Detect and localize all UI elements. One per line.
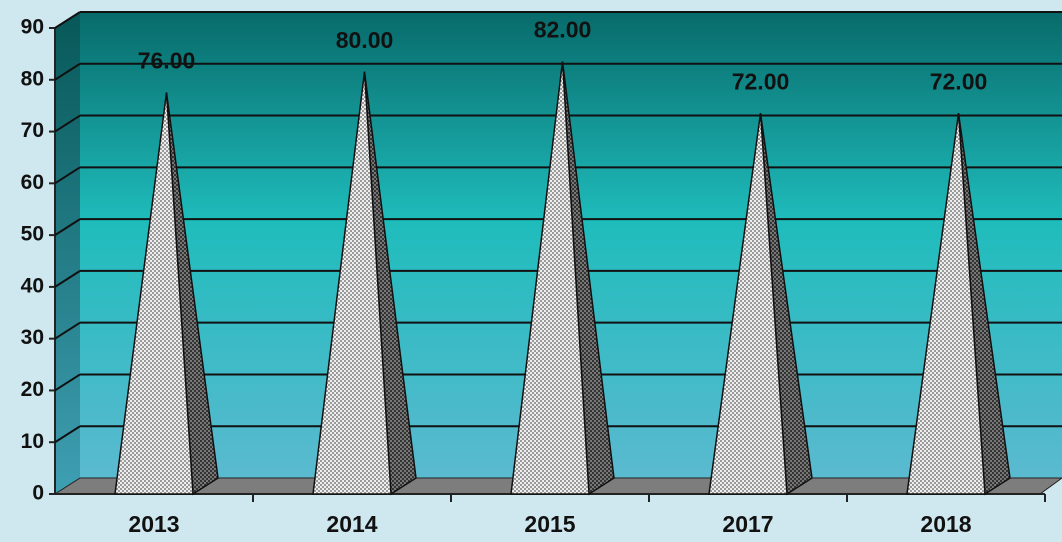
pyramid	[510, 61, 590, 495]
x-tick-label: 2017	[722, 511, 773, 537]
y-tick-label: 30	[21, 326, 44, 349]
y-tick-label: 50	[21, 223, 44, 246]
data-label: 80.00	[336, 27, 394, 53]
pyramid	[906, 113, 986, 495]
data-label: 76.00	[138, 48, 196, 74]
x-tick-label: 2014	[326, 511, 377, 537]
grid-line	[54, 62, 81, 81]
grid-line	[54, 425, 81, 444]
x-tick-label: 2015	[524, 511, 575, 537]
pyramid	[114, 92, 194, 495]
y-tick-label: 60	[21, 171, 44, 194]
side-wall	[55, 12, 80, 494]
grid-line	[54, 270, 81, 288]
y-tick-label: 20	[21, 378, 44, 401]
y-tick-label: 70	[21, 119, 44, 142]
y-tick-label: 40	[21, 274, 44, 297]
data-label: 82.00	[534, 17, 592, 43]
y-tick-label: 90	[21, 16, 44, 39]
x-tick-label: 2018	[920, 511, 971, 537]
data-label: 72.00	[930, 68, 988, 94]
y-tick-label: 80	[21, 67, 44, 90]
grid-line	[54, 218, 81, 236]
grid-line	[54, 321, 81, 340]
grid-line	[54, 373, 81, 392]
pyramid	[312, 71, 392, 495]
y-tick-label: 10	[21, 430, 44, 453]
grid-line	[54, 166, 81, 185]
x-tick-label: 2013	[128, 511, 179, 537]
pyramid	[708, 113, 788, 495]
grid-line	[54, 11, 81, 29]
grid-line	[54, 114, 81, 133]
data-label: 72.00	[732, 68, 790, 94]
y-tick-label: 0	[32, 482, 44, 505]
